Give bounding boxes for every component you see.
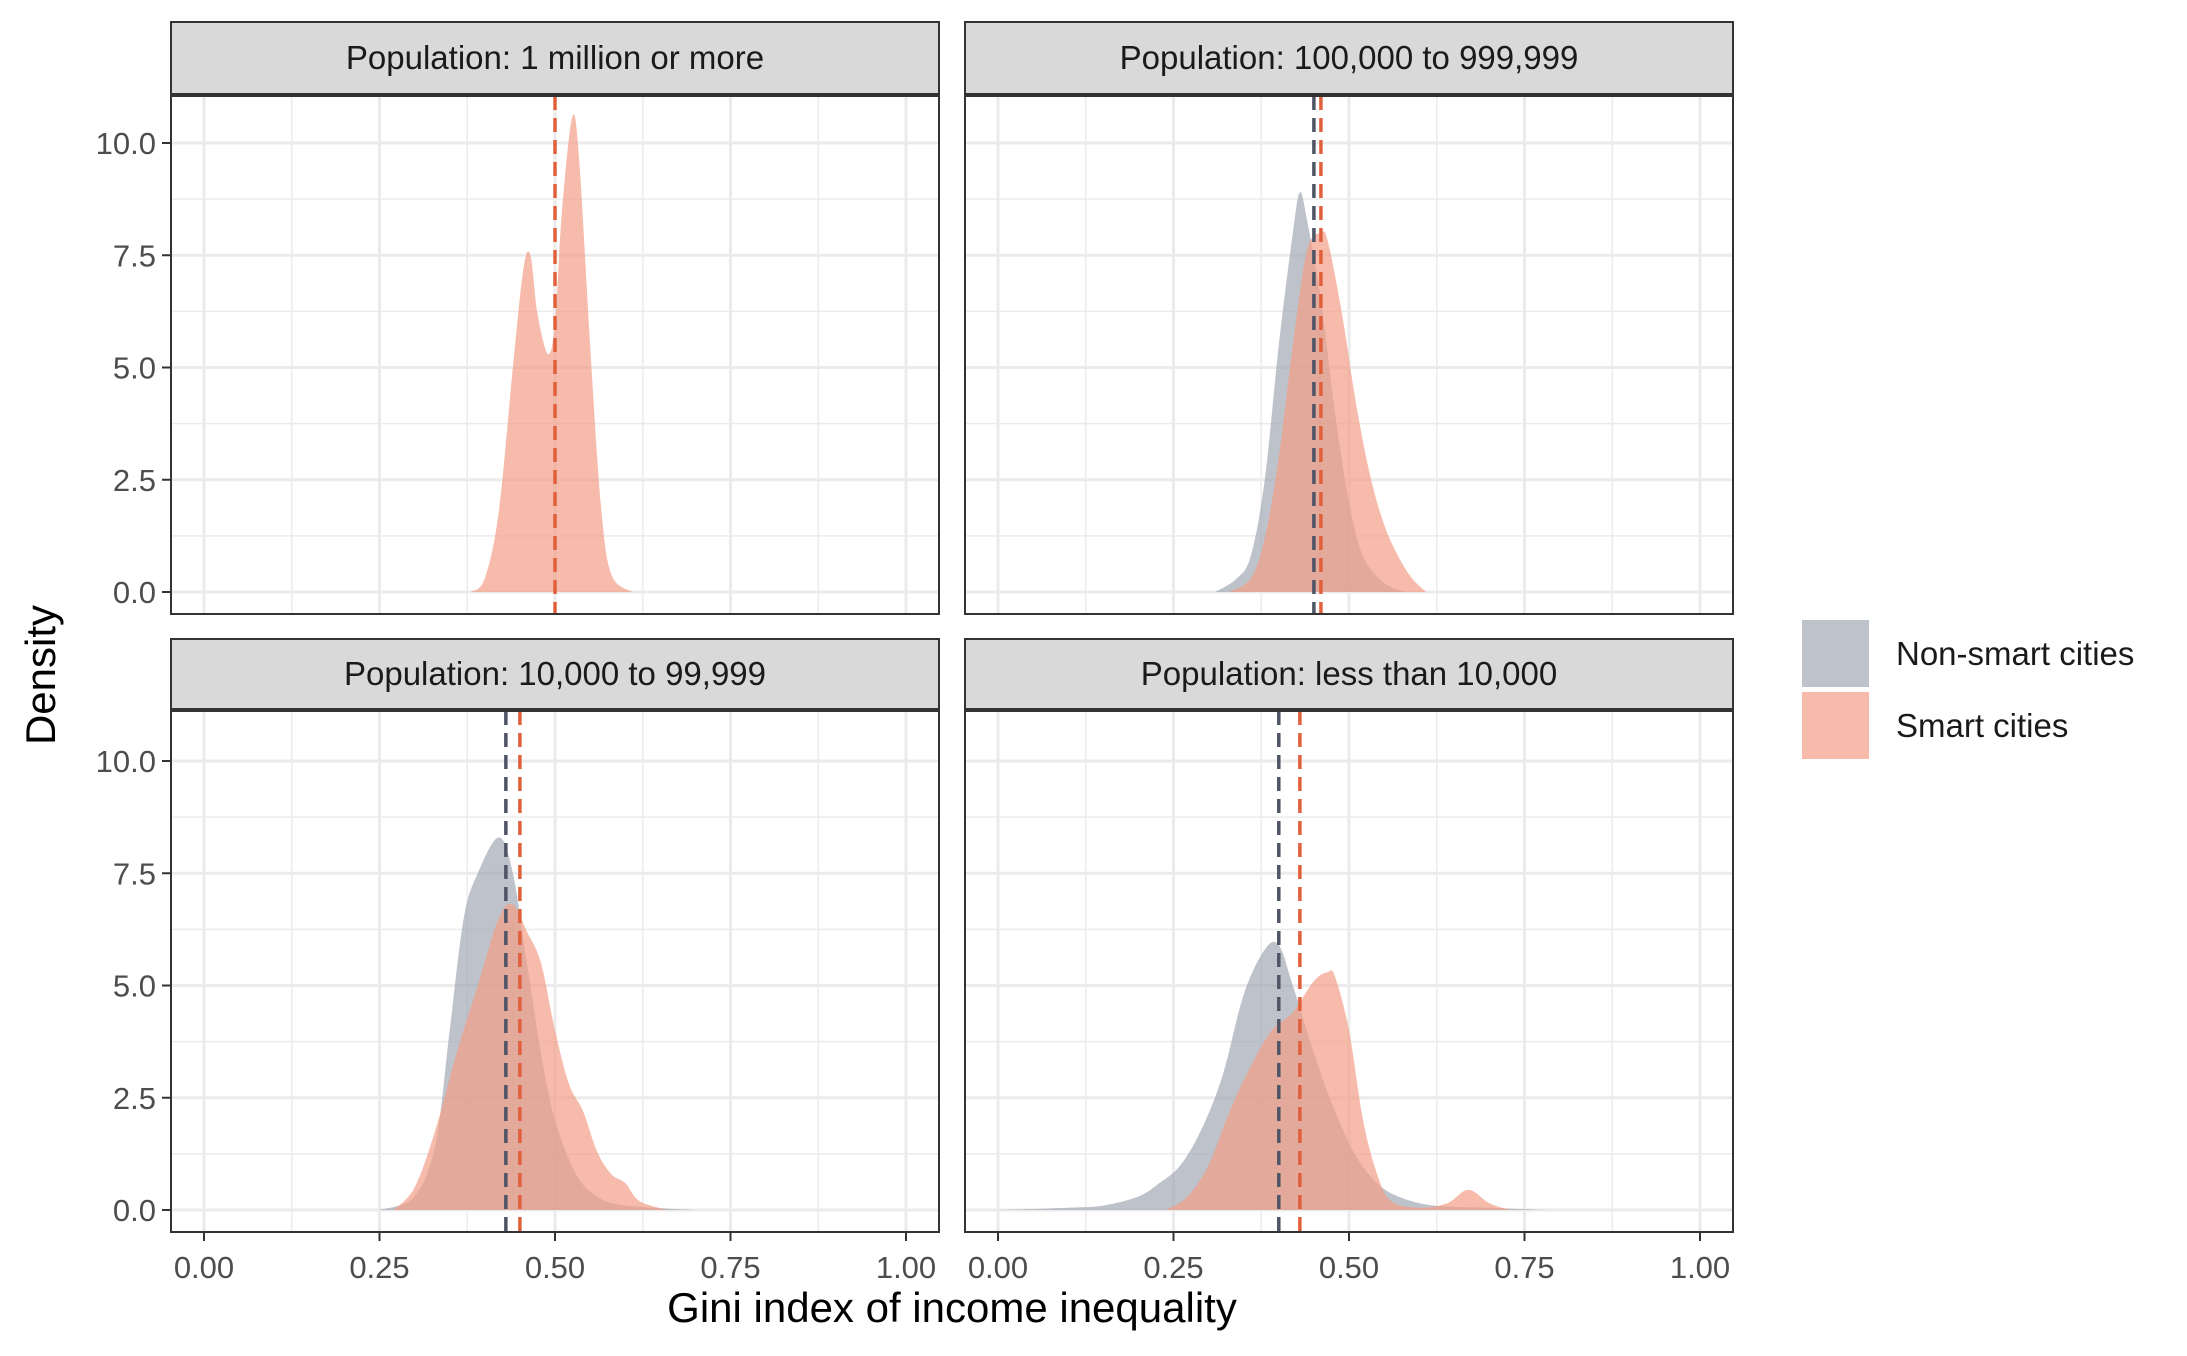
legend: Non-smart cities Smart cities: [1802, 620, 2134, 759]
y-tick-label: 2.5: [113, 463, 156, 498]
y-tick-label: 5.0: [113, 351, 156, 386]
y-tick-label: 10.0: [96, 744, 156, 779]
facet-panel: Population: 100,000 to 999,999: [964, 21, 1734, 615]
y-tick-label: 10.0: [96, 126, 156, 161]
x-tick-label: 0.25: [1143, 1250, 1203, 1285]
facet-strip: [170, 638, 940, 710]
density-area-smart: [470, 114, 633, 593]
panel-border: [170, 95, 940, 615]
x-tick-label: 0.00: [968, 1250, 1028, 1285]
legend-key: [1802, 620, 1869, 687]
x-tick-label: 0.00: [174, 1250, 234, 1285]
facet-panel: Population: less than 10,000 0.00 0.25 0.50…: [964, 638, 1734, 1285]
legend-label: Smart cities: [1896, 707, 2068, 744]
facet-strip-label: Population: less than 10,000: [1141, 655, 1557, 692]
y-tick-label: 5.0: [113, 969, 156, 1004]
x-tick-label: 0.75: [700, 1250, 760, 1285]
x-tick-label: 0.75: [1494, 1250, 1554, 1285]
y-tick-label: 0.0: [113, 1193, 156, 1228]
x-tick-label: 0.25: [349, 1250, 409, 1285]
y-tick-label: 7.5: [113, 856, 156, 891]
facet-strip-label: Population: 10,000 to 99,999: [344, 655, 766, 692]
facet-strip-label: Population: 1 million or more: [346, 39, 764, 76]
x-axis-title: Gini index of income inequality: [667, 1284, 1237, 1331]
panel-border: [964, 95, 1734, 615]
x-tick-label: 0.50: [525, 1250, 585, 1285]
legend-label: Non-smart cities: [1896, 635, 2134, 672]
y-tick-label: 2.5: [113, 1081, 156, 1116]
facet-strip: [964, 638, 1734, 710]
legend-key: [1802, 692, 1869, 759]
density-area-smart: [1166, 970, 1511, 1210]
y-axis-title: Density: [17, 605, 64, 745]
density-area-smart: [393, 903, 668, 1210]
x-tick-label: 1.00: [876, 1250, 936, 1285]
facet-panel: Population: 10,000 to 99,999 0.0 2.5 5.0 7.5…: [96, 638, 940, 1285]
facet-strip: [964, 21, 1734, 95]
y-tick-label: 7.5: [113, 238, 156, 273]
density-area-smart: [1229, 231, 1427, 592]
y-tick-label: 0.0: [113, 575, 156, 610]
facet-panel: Population: 1 million or more 0.0 2.5 5.0 7.…: [96, 21, 940, 615]
facet-strip: [170, 21, 940, 95]
x-tick-label: 0.50: [1319, 1250, 1379, 1285]
x-tick-label: 1.00: [1670, 1250, 1730, 1285]
facet-strip-label: Population: 100,000 to 999,999: [1120, 39, 1579, 76]
